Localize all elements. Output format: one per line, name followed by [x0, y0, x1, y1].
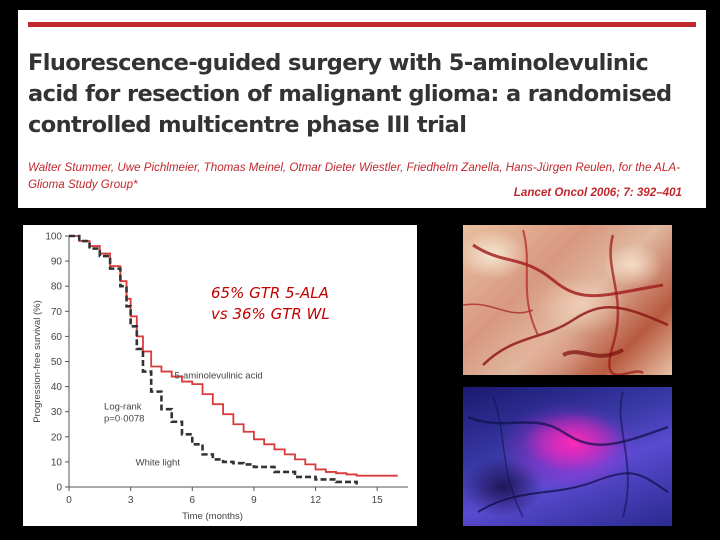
- paper-authors: Walter Stummer, Uwe Pichlmeier, Thomas M…: [28, 161, 680, 191]
- x-tick-label: 15: [372, 495, 384, 506]
- y-tick-label: 0: [56, 483, 62, 494]
- x-tick-label: 0: [66, 495, 72, 506]
- logrank-label: Log-rank: [104, 402, 142, 413]
- logrank-pvalue: p=0·0078: [104, 414, 144, 425]
- white-light-surgical-photo: [463, 225, 672, 375]
- fluorescence-vessels: [467, 391, 669, 518]
- survival-chart-svg: 0 10 20 30 40 50 60 70 80 90 100 0 3 6 9 12 15 Time (mont…: [32, 232, 408, 522]
- overlay-line-2: vs 36% GTR WL: [211, 305, 330, 323]
- paper-citation: Lancet Oncol 2006; 7: 392–401: [513, 186, 682, 199]
- series-line-white-light: [69, 234, 358, 485]
- y-tick-label: 60: [51, 332, 63, 343]
- y-tick-label: 70: [51, 307, 63, 318]
- y-tick-label: 20: [51, 432, 63, 443]
- x-tick-label: 12: [310, 495, 322, 506]
- x-tick-label: 6: [189, 495, 195, 506]
- paper-header: Fluorescence-guided surgery with 5-amino…: [18, 10, 706, 208]
- y-tick-label: 90: [51, 257, 63, 268]
- x-tick-label: 3: [128, 495, 134, 506]
- y-tick-label: 40: [51, 382, 63, 393]
- y-tick-label: 30: [51, 407, 63, 418]
- fluorescence-surgical-photo: [463, 387, 672, 526]
- y-tick-label: 50: [51, 357, 63, 368]
- survival-chart: 0 10 20 30 40 50 60 70 80 90 100 0 3 6 9 12 15 Time (mont…: [23, 225, 417, 526]
- header-accent-bar: [28, 22, 696, 27]
- x-axis-label: Time (months): [182, 511, 243, 522]
- x-tick-label: 9: [251, 495, 257, 506]
- y-tick-label: 100: [45, 232, 62, 243]
- white-light-vessels: [463, 229, 669, 375]
- gtr-overlay: 65% GTR 5-ALA vs 36% GTR WL: [211, 283, 330, 325]
- y-tick-label: 80: [51, 282, 63, 293]
- overlay-line-1: 65% GTR 5-ALA: [211, 284, 329, 302]
- series-line-ala: [69, 235, 398, 477]
- y-axis-label: Progression-free survival (%): [32, 300, 43, 422]
- series-label-white-light: White light: [136, 457, 181, 468]
- y-tick-label: 10: [51, 457, 63, 468]
- paper-title: Fluorescence-guided surgery with 5-amino…: [28, 50, 672, 138]
- series-label-ala: 5-aminolevulinic acid: [175, 371, 263, 382]
